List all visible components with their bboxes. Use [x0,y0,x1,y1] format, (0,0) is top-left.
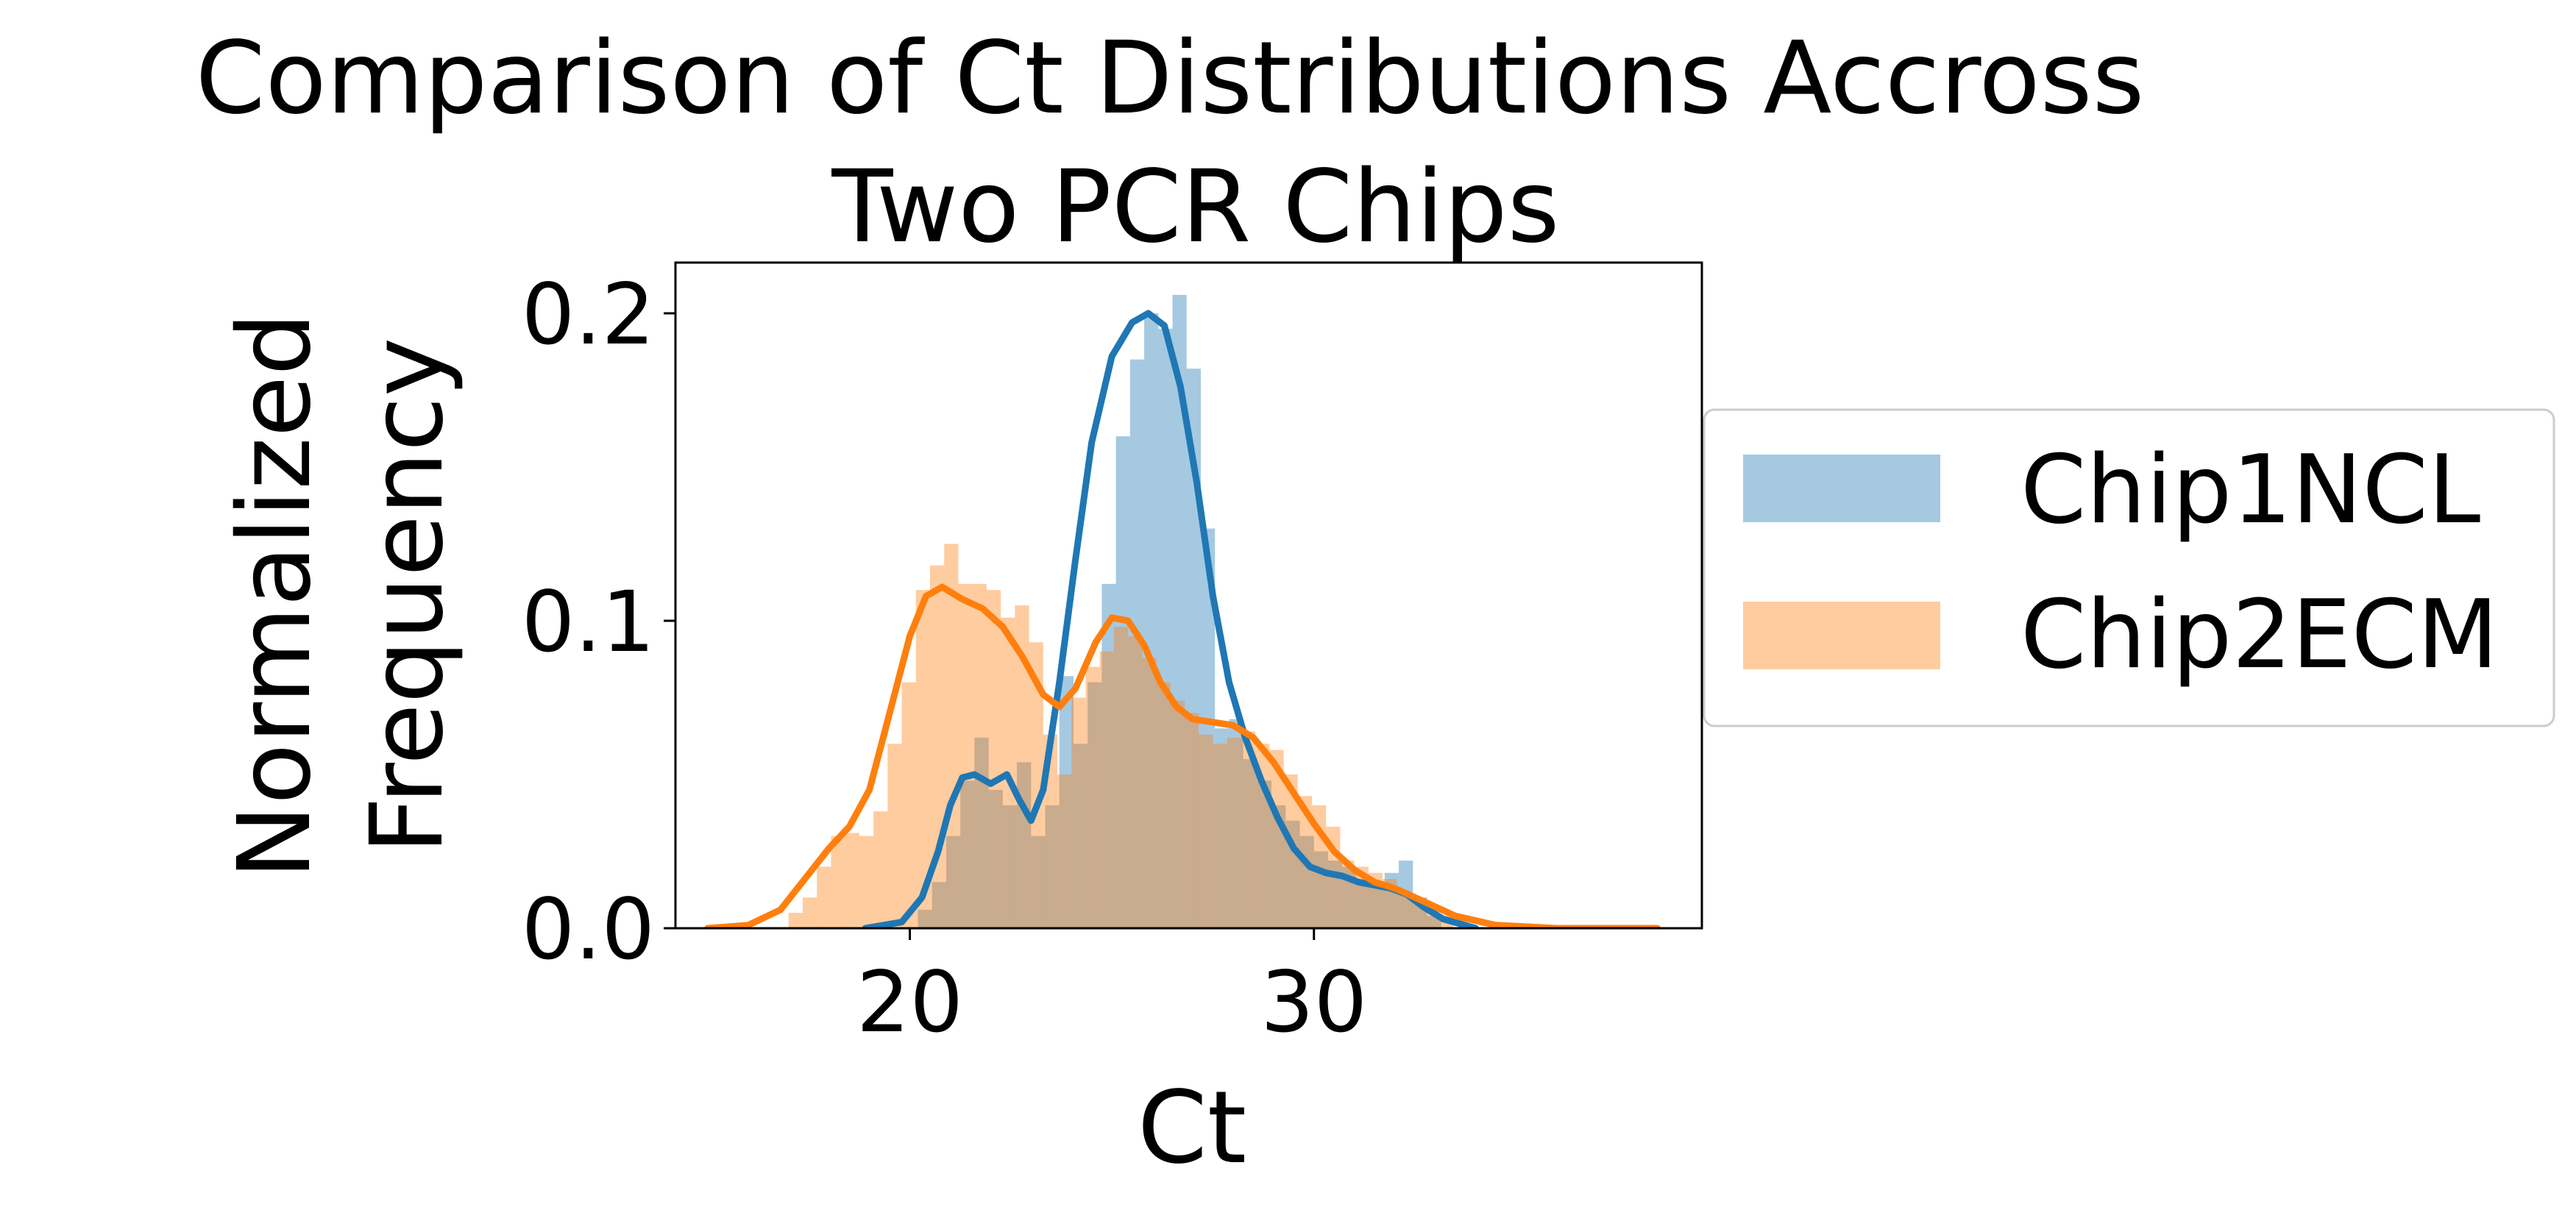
legend-label-chip1ncl: Chip1NCL [2020,435,2480,545]
hist-bar-chip1ncl-7 [1002,805,1018,928]
kde-line-chip2ecm [704,583,1661,928]
legend-swatch-chip2ecm [1743,602,1940,669]
hist-bar-chip2ecm-1 [803,897,817,928]
hist-bar-chip2ecm-31 [1227,737,1241,928]
hist-bar-chip2ecm-14 [986,590,1001,928]
y-tick-label-0: 0.0 [522,880,655,978]
y-axis-label: Normalized Frequency [217,312,466,879]
hist-bar-chip1ncl-22 [1215,728,1230,928]
hist-bar-chip2ecm-16 [1015,605,1029,928]
hist-bar-chip2ecm-13 [972,583,987,928]
hist-bar-chip1ncl-13 [1087,682,1102,928]
hist-bar-chip2ecm-28 [1185,713,1199,928]
hist-bar-chip2ecm-8 [901,682,916,928]
hist-bar-chip2ecm-32 [1241,731,1256,928]
hist-bar-chip1ncl-23 [1229,719,1243,928]
y-tick-label-1: 0.1 [522,573,655,671]
y-axis-ticks: 0.0 0.1 0.2 [522,266,675,978]
plot-frame [674,261,1703,930]
hist-bar-chip1ncl-12 [1073,744,1088,928]
hist-bar-chip2ecm-17 [1029,642,1043,928]
hist-bar-chip2ecm-35 [1283,774,1298,928]
x-axis-label: Ct [1138,1070,1246,1186]
y-tick-label-2: 0.2 [522,266,655,363]
hist-bar-chip2ecm-23 [1113,627,1129,928]
hist-bar-chip2ecm-22 [1099,651,1114,928]
hist-bar-chip2ecm-4 [845,833,859,928]
hist-bar-chip1ncl-15 [1115,436,1130,928]
hist-bar-chip1ncl-32 [1356,879,1371,928]
hist-bar-chip2ecm-12 [958,583,973,928]
hist-bar-chip1ncl-19 [1172,294,1187,928]
hist-bar-chip1ncl-11 [1059,676,1074,928]
x-axis-ticks: 20 30 [856,928,1367,1051]
hist-bar-chip2ecm-24 [1128,635,1143,928]
hist-bar-chip1ncl-17 [1144,313,1159,928]
y-axis-label-line-2: Frequency [350,338,466,855]
hist-bar-chip2ecm-27 [1170,700,1185,928]
hist-bar-chip2ecm-25 [1142,658,1157,928]
hist-bar-chip2ecm-19 [1057,774,1072,928]
hist-bar-chip1ncl-26 [1271,805,1286,928]
hist-bar-chip2ecm-29 [1199,734,1213,928]
hist-bar-chip1ncl-18 [1158,328,1173,928]
hist-bar-chip1ncl-14 [1101,583,1116,928]
kde-line-chip1ncl [862,310,1479,928]
hist-bar-chip1ncl-4 [960,780,975,928]
hist-bar-chip2ecm-30 [1213,744,1227,928]
hist-bar-chip2ecm-3 [831,836,845,928]
hist-bar-chip1ncl-25 [1257,780,1272,928]
hist-bar-chip1ncl-16 [1129,359,1145,928]
legend-label-chip2ecm: Chip2ECM [2020,580,2498,690]
hist-bar-chip2ecm-6 [873,811,888,928]
hist-bar-chip2ecm-2 [817,866,831,928]
legend: Chip1NCL Chip2ECM [1703,408,2555,727]
x-tick-label-30: 30 [1260,953,1367,1051]
legend-box [1703,408,2555,727]
hist-bar-chip2ecm-21 [1085,666,1100,928]
y-axis-label-line-1: Normalized [217,312,333,879]
hist-bar-chip2ecm-0 [788,913,803,928]
hist-bar-chip2ecm-20 [1071,697,1086,928]
hist-bar-chip1ncl-10 [1045,805,1060,928]
chart-title-line-2: Two PCR Chips [831,149,1559,266]
hist-bar-chip1ncl-6 [988,789,1003,928]
hist-bar-chip2ecm-26 [1156,682,1171,928]
hist-bar-chip1ncl-33 [1370,885,1385,928]
hist-bar-chip2ecm-9 [915,590,931,928]
hist-bar-chip2ecm-11 [944,544,959,928]
hist-bar-chip1ncl-24 [1243,759,1257,928]
x-tick-label-20: 20 [856,953,963,1051]
legend-swatch-chip1ncl [1743,455,1940,522]
hist-bar-chip1ncl-5 [974,737,989,928]
kde-layer [704,310,1661,928]
hist-bar-chip1ncl-21 [1200,528,1216,928]
hist-bar-chip1ncl-3 [945,836,961,928]
hist-bar-chip2ecm-5 [859,836,874,928]
hist-bar-chip2ecm-34 [1269,750,1284,928]
hist-bar-chip1ncl-2 [932,882,946,928]
chart-title-line-1: Comparison of Ct Distributions Accross [196,21,2145,137]
hist-bar-chip1ncl-9 [1031,836,1046,928]
histogram-layer [788,294,1454,928]
hist-bar-chip1ncl-1 [918,909,932,928]
hist-bar-chip2ecm-43 [1397,891,1411,928]
hist-bar-chip2ecm-7 [887,744,902,928]
